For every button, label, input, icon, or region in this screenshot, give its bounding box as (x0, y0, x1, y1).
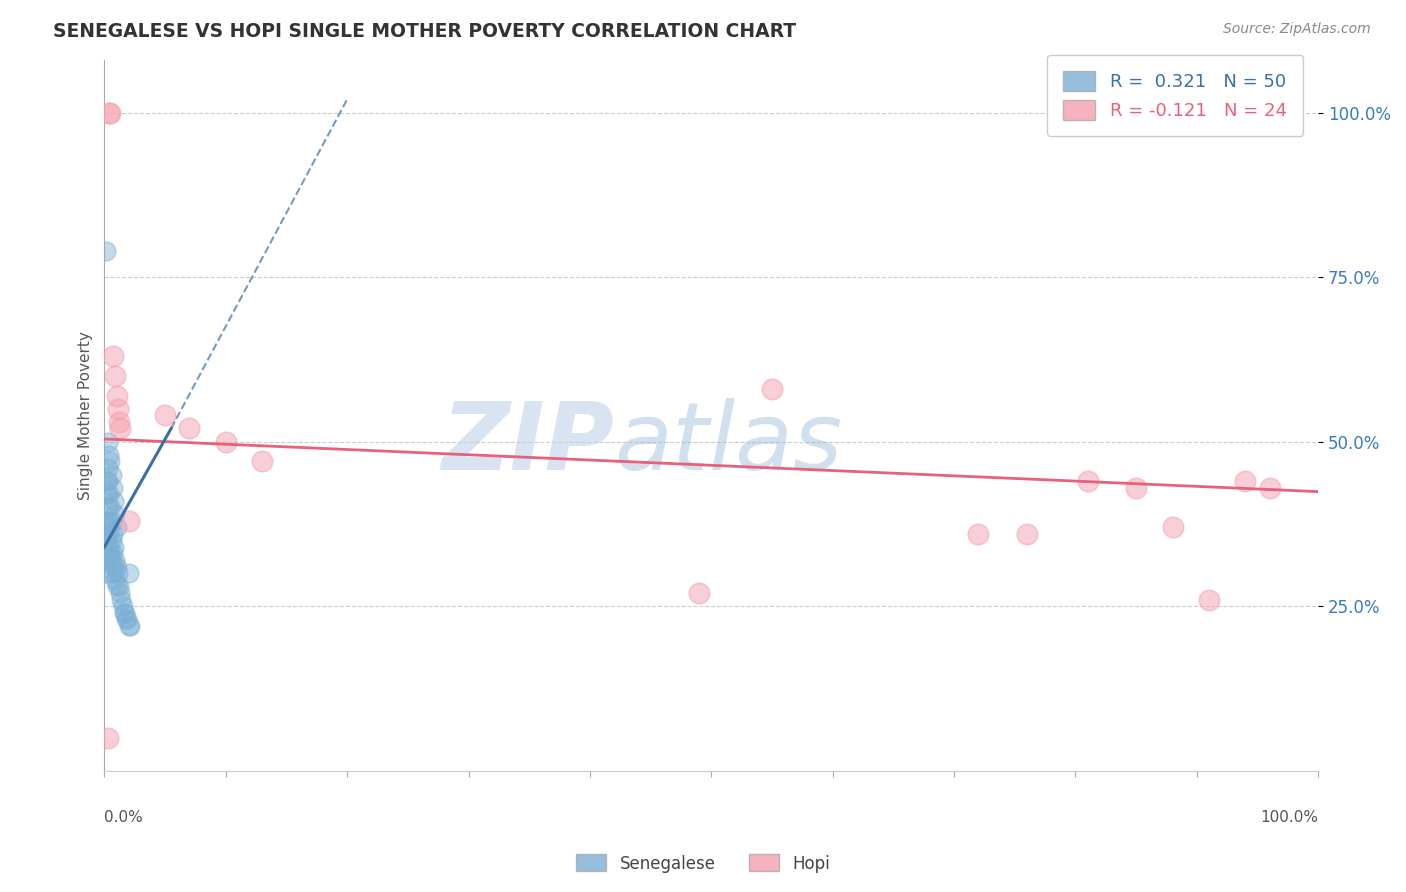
Point (94, 244, 117, 258)
Text: SENEGALESE VS HOPI SINGLE MOTHER POVERTY CORRELATION CHART: SENEGALESE VS HOPI SINGLE MOTHER POVERTY… (53, 22, 797, 41)
Point (100, 553, 122, 567)
Point (101, 349, 124, 363)
Point (98, 448, 121, 462)
Text: 100.0%: 100.0% (1260, 810, 1319, 825)
Y-axis label: Single Mother Poverty: Single Mother Poverty (79, 331, 93, 500)
Point (94, 533, 117, 548)
Point (103, 493, 125, 508)
Point (761, 382, 783, 396)
Point (1015, 526, 1038, 541)
Point (97, 474, 120, 488)
Point (96, 553, 118, 567)
Point (100, 514, 122, 528)
Point (100, 533, 122, 548)
Point (688, 586, 710, 600)
Point (97, 461, 120, 475)
Point (97, 434, 120, 449)
Point (103, 540, 125, 554)
Point (250, 454, 273, 468)
Point (105, 559, 128, 574)
Point (104, 507, 127, 521)
Point (1161, 520, 1184, 534)
Point (1234, 474, 1257, 488)
Point (114, 606, 136, 620)
Point (108, 579, 131, 593)
Point (118, 619, 141, 633)
Point (1258, 481, 1281, 495)
Point (97, 500, 120, 515)
Point (117, 612, 139, 626)
Point (111, 599, 134, 614)
Point (179, 421, 201, 435)
Point (105, 520, 128, 534)
Point (110, 592, 132, 607)
Point (118, 514, 141, 528)
Point (101, 566, 124, 581)
Legend: Senegalese, Hopi: Senegalese, Hopi (569, 847, 837, 880)
Point (104, 368, 127, 383)
Point (1077, 474, 1099, 488)
Point (1125, 481, 1147, 495)
Point (98, 105, 121, 120)
Point (115, 612, 138, 626)
Point (108, 421, 131, 435)
Text: atlas: atlas (614, 398, 842, 489)
Point (100, 520, 122, 534)
Point (94, 566, 117, 581)
Point (96, 474, 118, 488)
Point (100, 454, 122, 468)
Point (215, 434, 238, 449)
Point (104, 573, 127, 587)
Point (108, 415, 131, 429)
Point (98, 514, 121, 528)
Text: 0.0%: 0.0% (104, 810, 143, 825)
Point (97, 526, 120, 541)
Point (100, 500, 122, 515)
Point (118, 619, 141, 633)
Text: Source: ZipAtlas.com: Source: ZipAtlas.com (1223, 22, 1371, 37)
Point (97, 731, 120, 745)
Point (153, 409, 176, 423)
Point (98, 540, 121, 554)
Point (100, 547, 122, 561)
Point (107, 566, 129, 581)
Point (105, 579, 128, 593)
Point (967, 526, 990, 541)
Point (104, 553, 127, 567)
Point (112, 606, 135, 620)
Point (100, 105, 122, 120)
Text: ZIP: ZIP (441, 398, 614, 490)
Point (108, 586, 131, 600)
Point (96, 514, 118, 528)
Point (118, 566, 141, 581)
Point (98, 487, 121, 501)
Point (97, 547, 120, 561)
Point (105, 388, 128, 402)
Point (100, 467, 122, 482)
Point (96, 487, 118, 501)
Point (101, 481, 124, 495)
Point (1198, 592, 1220, 607)
Point (101, 547, 124, 561)
Legend: R =  0.321   N = 50, R = -0.121   N = 24: R = 0.321 N = 50, R = -0.121 N = 24 (1046, 54, 1303, 136)
Point (107, 401, 129, 416)
Point (101, 526, 124, 541)
Point (103, 559, 125, 574)
